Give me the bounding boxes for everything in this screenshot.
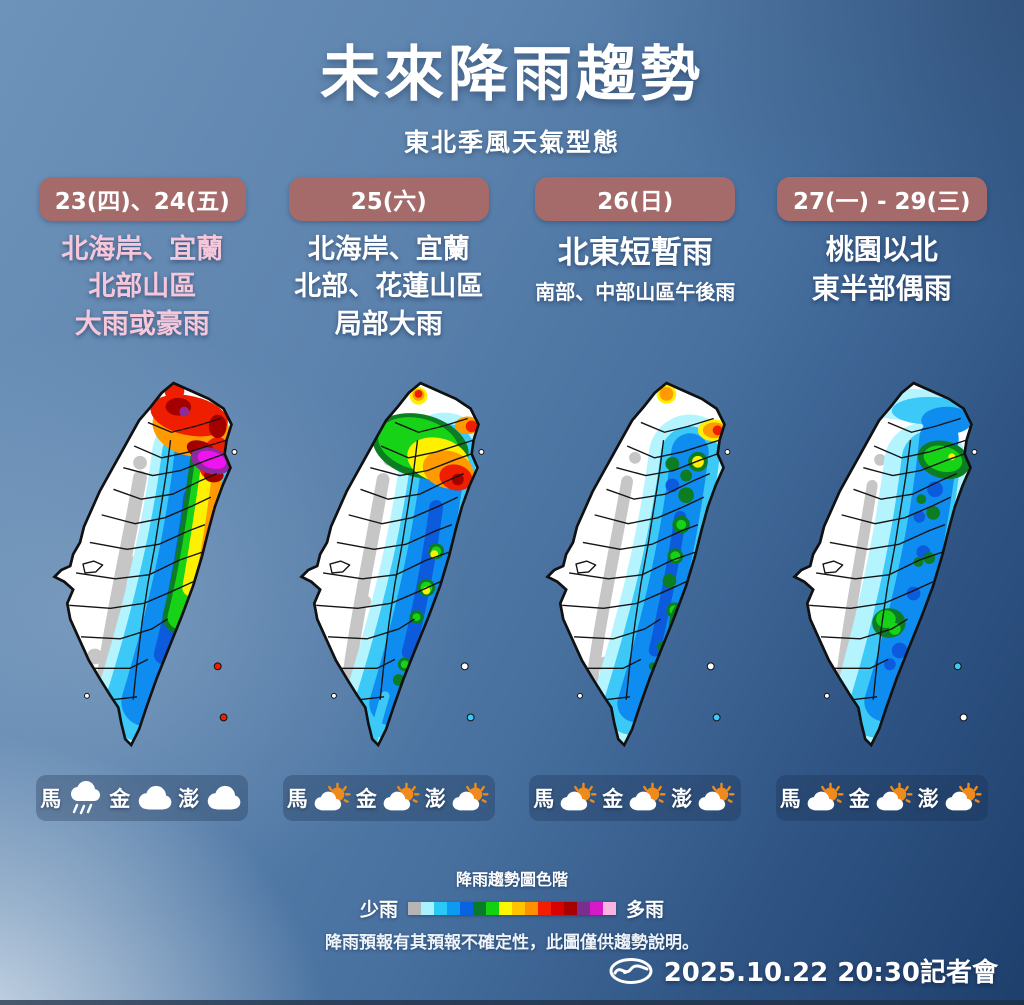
description-line: 大雨或豪雨	[74, 308, 210, 340]
legend-color-step	[525, 902, 538, 915]
cwa-logo-icon	[608, 956, 654, 986]
rainfall-color-scale	[408, 902, 616, 915]
forecast-column-day23-24: 23(四)、24(五) 北海岸、宜蘭 北部山區 大雨或豪雨	[24, 177, 261, 821]
legend-left-label: 少雨	[359, 899, 398, 921]
offshore-islands-row: 馬金澎	[36, 775, 249, 821]
legend-color-step	[473, 902, 486, 915]
press-conference-timestamp: 2025.10.22 20:30記者會	[663, 958, 998, 988]
legend-right-label: 多雨	[626, 899, 665, 921]
forecast-column-day26: 26(日) 北東短暫雨 南部、中部山區午後雨	[517, 177, 754, 821]
sun-behind-cloud-icon	[311, 781, 353, 815]
sun-behind-cloud-icon	[380, 781, 422, 815]
legend-color-step	[603, 902, 616, 915]
description-line: 南部、中部山區午後雨	[535, 279, 736, 304]
rain-cloud-icon	[64, 781, 106, 815]
sun-behind-cloud-icon	[804, 781, 846, 815]
island-name-label: 澎	[178, 787, 200, 811]
rainfall-map-day27-29	[792, 381, 978, 747]
sun-behind-cloud-icon	[449, 781, 491, 815]
legend-color-step	[486, 902, 499, 915]
legend-color-step	[551, 902, 564, 915]
description-line: 北部、花蓮山區	[294, 271, 484, 303]
island-name-label: 澎	[671, 787, 693, 811]
island-name-label: 金	[355, 787, 377, 811]
description-line: 北海岸、宜蘭	[61, 234, 224, 265]
legend-color-step	[447, 902, 460, 915]
island-name-label: 金	[602, 787, 624, 811]
forecast-description: 北東短暫雨 南部、中部山區午後雨	[517, 231, 754, 369]
sun-behind-cloud-icon	[626, 781, 668, 815]
date-badge: 27(一) - 29(三)	[776, 177, 987, 221]
sun-behind-cloud-icon	[557, 781, 599, 815]
description-line: 北海岸、宜蘭	[307, 234, 470, 265]
description-line: 北部山區	[88, 271, 197, 303]
legend-color-step	[590, 902, 603, 915]
sun-behind-cloud-icon	[695, 781, 737, 815]
cloud-icon	[202, 781, 244, 815]
rainfall-map-day23-24	[53, 381, 238, 747]
offshore-islands-row: 馬金澎	[282, 775, 495, 821]
forecast-columns: 23(四)、24(五) 北海岸、宜蘭 北部山區 大雨或豪雨	[0, 177, 1024, 821]
page-subtitle: 東北季風天氣型態	[403, 128, 620, 157]
rainfall-map-day26	[546, 381, 731, 747]
date-badge: 23(四)、24(五)	[38, 177, 246, 221]
forecast-description: 北海岸、宜蘭 北部山區 大雨或豪雨	[24, 231, 261, 369]
forecast-description: 北海岸、宜蘭 北部、花蓮山區 局部大雨	[271, 231, 508, 369]
legend-title: 降雨趨勢圖色階	[455, 870, 568, 889]
date-badge: 25(六)	[288, 177, 489, 221]
legend-color-step	[564, 902, 577, 915]
island-name-label: 馬	[533, 787, 555, 811]
bottom-edge	[0, 1000, 1024, 1005]
island-name-label: 馬	[40, 787, 62, 811]
sun-behind-cloud-icon	[942, 781, 984, 815]
legend-color-step	[460, 902, 473, 915]
date-badge: 26(日)	[535, 177, 736, 221]
description-line: 桃園以北	[825, 233, 938, 266]
legend-color-step	[434, 902, 447, 915]
island-name-label: 金	[109, 787, 131, 811]
offshore-islands-row: 馬金澎	[775, 775, 988, 821]
legend: 降雨趨勢圖色階 少雨 多雨 降雨預報有其預報不確定性，此圖僅供趨勢說明。	[0, 866, 1024, 953]
description-line: 東半部偶雨	[811, 271, 952, 305]
page-title: 未來降雨趨勢	[320, 40, 704, 110]
description-line: 局部大雨	[334, 308, 443, 340]
footer: 2025.10.22 20:30記者會	[608, 952, 998, 989]
legend-disclaimer: 降雨預報有其預報不確定性，此圖僅供趨勢說明。	[325, 933, 699, 953]
island-name-label: 馬	[779, 787, 801, 811]
legend-color-step	[408, 902, 421, 915]
forecast-description: 桃園以北 東半部偶雨	[764, 231, 1001, 369]
legend-color-step	[538, 902, 551, 915]
legend-color-step	[512, 902, 525, 915]
island-name-label: 馬	[286, 787, 308, 811]
legend-color-step	[421, 902, 434, 915]
island-name-label: 金	[848, 787, 870, 811]
offshore-islands-row: 馬金澎	[529, 775, 742, 821]
forecast-column-day27-29: 27(一) - 29(三) 桃園以北 東半部偶雨	[764, 177, 1001, 821]
description-line: 北東短暫雨	[557, 235, 713, 271]
legend-color-step	[577, 902, 590, 915]
rainfall-map-day25	[299, 381, 485, 747]
forecast-column-day25: 25(六) 北海岸、宜蘭 北部、花蓮山區 局部大雨	[271, 177, 508, 821]
island-name-label: 澎	[424, 787, 446, 811]
sun-behind-cloud-icon	[873, 781, 915, 815]
island-name-label: 澎	[917, 787, 939, 811]
legend-color-step	[499, 902, 512, 915]
cloud-icon	[133, 781, 175, 815]
